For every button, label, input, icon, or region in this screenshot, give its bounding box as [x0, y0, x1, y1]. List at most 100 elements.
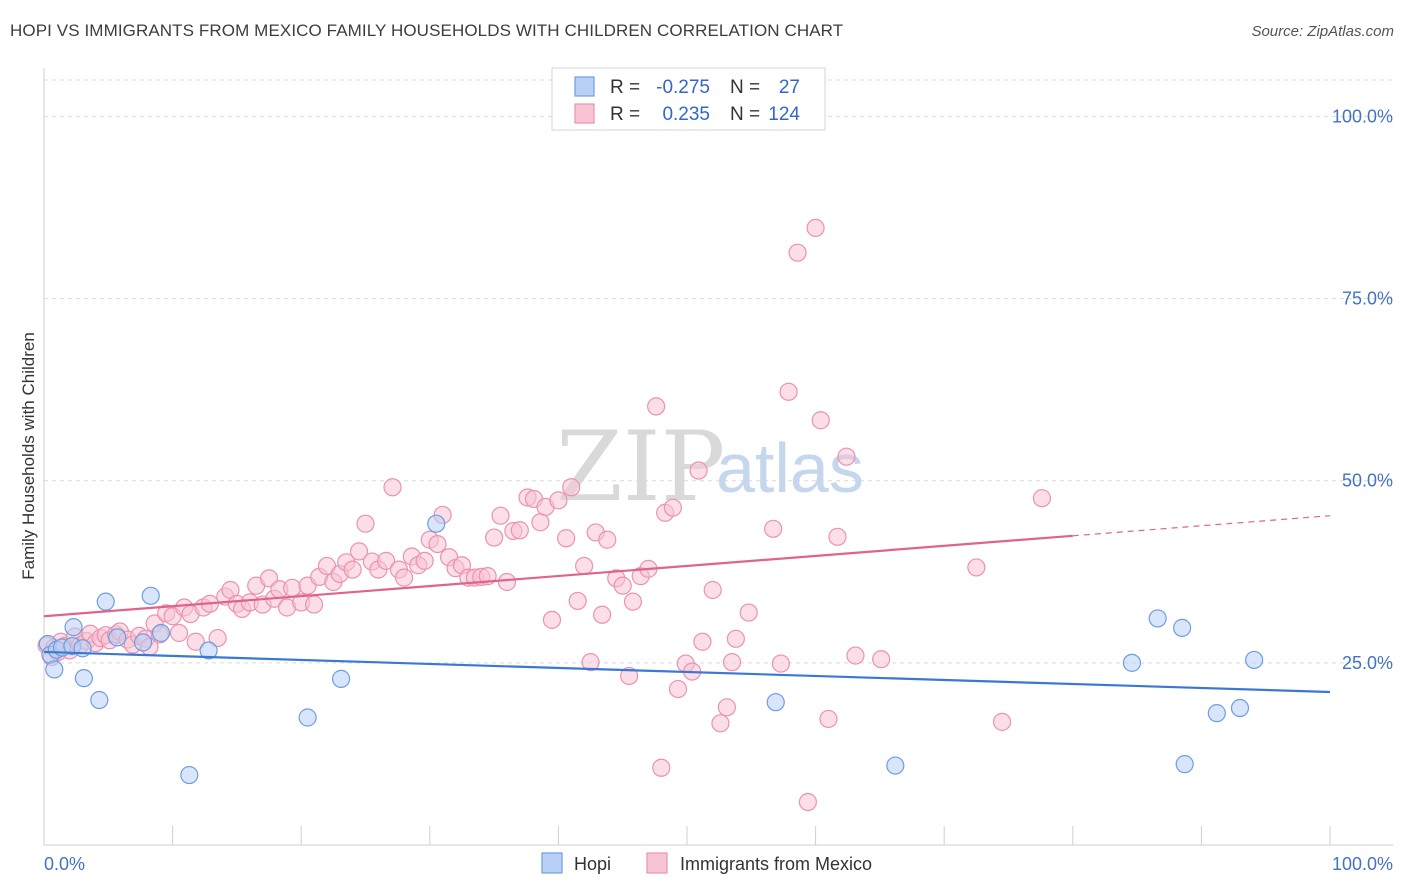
- hopi-point: [74, 669, 93, 688]
- mexico-point: [510, 521, 529, 540]
- mexico-point: [415, 551, 434, 570]
- mexico-point: [806, 218, 825, 237]
- hopi-point: [766, 693, 785, 712]
- mexico-point: [497, 572, 517, 592]
- x-tick-label-min: 0.0%: [44, 854, 85, 874]
- mexico-point: [837, 447, 856, 466]
- mexico-point: [771, 654, 790, 673]
- mexico-point: [575, 556, 594, 576]
- y-tick-label: 25.0%: [1342, 653, 1393, 673]
- y-tick-label: 50.0%: [1342, 471, 1393, 491]
- y-tick-labels: 25.0% 50.0% 75.0% 100.0%: [1332, 106, 1393, 672]
- mexico-point: [703, 580, 722, 600]
- y-axis-label: Family Households with Children: [19, 332, 38, 580]
- hopi-point: [298, 708, 317, 727]
- mexico-point: [428, 534, 447, 554]
- hopi-point: [133, 633, 153, 652]
- mexico-point: [304, 595, 324, 614]
- mexico-point: [562, 478, 581, 497]
- mexico-point: [1032, 489, 1052, 508]
- hopi-point: [90, 690, 109, 710]
- x-tick-labels: 0.0% 100.0%: [44, 854, 1393, 874]
- mexico-point: [620, 666, 639, 686]
- chart-title: HOPI VS IMMIGRANTS FROM MEXICO FAMILY HO…: [10, 21, 844, 40]
- mexico-point: [668, 679, 688, 699]
- mexico-point: [531, 513, 550, 532]
- bottom-legend-label-hopi: Hopi: [574, 854, 611, 874]
- mexico-point: [872, 650, 891, 669]
- mexico-point: [711, 714, 730, 733]
- hopi-point: [1207, 704, 1226, 723]
- legend-r-label-hopi: R =: [610, 77, 640, 98]
- y-tick-label: 75.0%: [1342, 289, 1393, 309]
- legend-swatch-hopi: [574, 76, 595, 97]
- series-mexico-points: [37, 218, 1052, 812]
- mexico-point: [568, 591, 587, 611]
- mexico-point: [689, 461, 708, 480]
- mexico-point: [722, 653, 742, 672]
- hopi-point: [1245, 650, 1264, 670]
- bottom-legend-swatch-mexico: [646, 852, 668, 874]
- mexico-point: [542, 610, 562, 629]
- mexico-point: [717, 698, 736, 717]
- hopi-point: [1173, 618, 1192, 637]
- mexico-point: [967, 558, 986, 577]
- bottom-legend-label-mexico: Immigrants from Mexico: [680, 854, 872, 874]
- hopi-point: [331, 669, 351, 688]
- legend-n-value-hopi: 27: [779, 77, 800, 98]
- hopi-point: [427, 514, 446, 533]
- mexico-point: [593, 605, 612, 624]
- hopi-point: [180, 765, 199, 785]
- mexico-point: [581, 653, 600, 672]
- mexico-point: [208, 628, 227, 648]
- mexico-point: [623, 592, 643, 611]
- legend-r-value-mexico: 0.235: [662, 104, 710, 125]
- mexico-point: [376, 551, 396, 570]
- hopi-point: [1175, 755, 1194, 774]
- mexico-point: [613, 576, 632, 595]
- trend-line-hopi: [43, 650, 1331, 694]
- mexico-point: [828, 527, 847, 546]
- mexico-point: [485, 528, 504, 547]
- mexico-point: [764, 519, 783, 538]
- hopi-point: [64, 618, 83, 637]
- y-tick-label: 100.0%: [1332, 106, 1393, 126]
- bottom-legend-swatch-hopi: [541, 852, 563, 874]
- mexico-point: [383, 478, 402, 497]
- hopi-point: [886, 756, 905, 775]
- mexico-point: [693, 632, 712, 651]
- trend-lines: [43, 515, 1331, 694]
- source-label: Source: ZipAtlas.com: [1251, 23, 1394, 40]
- mexico-point: [779, 382, 798, 401]
- x-tick-label-max: 100.0%: [1332, 854, 1393, 874]
- mexico-point: [652, 758, 671, 777]
- mexico-point: [186, 632, 205, 651]
- mexico-point: [798, 792, 817, 812]
- legend-r-label-mexico: R =: [610, 104, 640, 125]
- legend-n-label-hopi: N =: [730, 77, 760, 98]
- mexico-point: [549, 491, 568, 510]
- legend-n-label-mexico: N =: [730, 104, 760, 125]
- hopi-point: [1122, 653, 1142, 672]
- mexico-point: [169, 623, 189, 643]
- gridlines: [44, 79, 1393, 664]
- mexico-point: [663, 498, 682, 517]
- series-hopi-points: [38, 514, 1264, 785]
- watermark-atlas: atlas: [716, 429, 864, 507]
- mexico-point: [283, 578, 302, 597]
- hopi-point: [96, 592, 115, 611]
- series-legend: Hopi Immigrants from Mexico: [541, 852, 872, 874]
- mexico-point: [726, 629, 745, 648]
- mexico-point: [819, 709, 838, 729]
- legend-n-value-mexico: 124: [768, 104, 800, 125]
- correlation-legend: R = -0.275 N = 27 R = 0.235 N = 124: [551, 67, 826, 131]
- trend-line-extension-mexico: [1072, 515, 1331, 537]
- legend-r-value-hopi: -0.275: [656, 77, 710, 98]
- mexico-point: [349, 542, 369, 561]
- mexico-point: [343, 560, 362, 579]
- legend-swatch-mexico: [574, 103, 595, 124]
- mexico-point: [317, 556, 337, 576]
- mexico-point: [491, 506, 510, 525]
- hopi-point: [199, 641, 218, 660]
- legend-box: [551, 67, 826, 131]
